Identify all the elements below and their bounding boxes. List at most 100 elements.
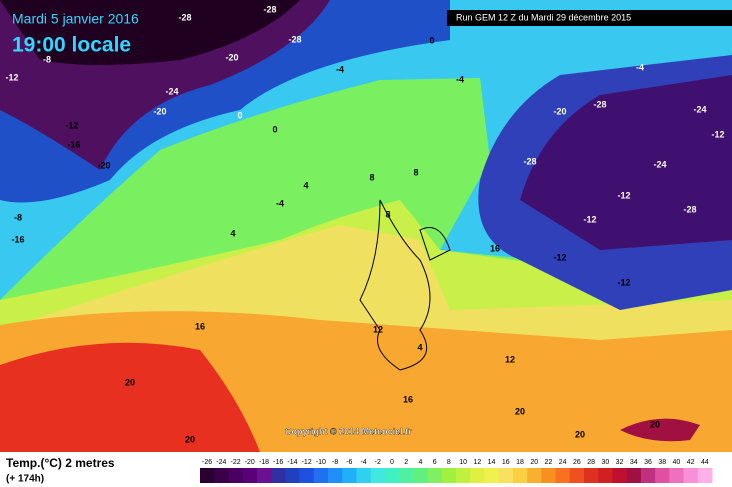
contour-label: -12 [711, 129, 724, 139]
legend-label: -24 [216, 459, 226, 466]
legend: -26 -24 -22 -20 -18 -16 -14 -12 -10 -8 -6 -4 -2 0 2 4 6 8… [200, 459, 713, 483]
contour-label: -16 [11, 234, 24, 244]
legend-swatch [299, 468, 315, 483]
contour-labels: -28 -28 -28 -20 -24 -20 -20 -8 -12 -12 -16 -8 -16 0 0 0… [5, 4, 724, 444]
contour-label: -12 [553, 252, 566, 262]
contour-label: -20 [153, 106, 166, 116]
legend-label: 44 [701, 459, 709, 466]
legend-label: 38 [658, 459, 666, 466]
legend-swatch [413, 468, 429, 483]
legend-swatch [441, 468, 457, 483]
date: Mardi 5 janvier 2016 [12, 11, 139, 27]
contour-label: -8 [14, 212, 22, 222]
contour-label: 0 [237, 110, 242, 120]
contour-label: -28 [263, 4, 276, 14]
legend-label: 10 [459, 459, 467, 466]
legend-swatch [569, 468, 585, 483]
contour-label: -4 [276, 198, 284, 208]
legend-label: 36 [644, 459, 652, 466]
legend-label: -10 [316, 459, 326, 466]
legend-swatch [512, 468, 528, 483]
legend-label: 26 [573, 459, 581, 466]
legend-label: 8 [447, 459, 451, 466]
contour-label: -24 [165, 86, 178, 96]
legend-label: 32 [616, 459, 624, 466]
legend-label: 40 [673, 459, 681, 466]
contour-label: -12 [617, 277, 630, 287]
zone-dark-west [0, 0, 300, 65]
legend-swatch [328, 468, 343, 483]
legend-swatch [541, 468, 557, 483]
legend-subtitle: (+ 174h) [6, 474, 44, 485]
contour-label: 20 [575, 429, 585, 439]
zone-red [0, 342, 260, 452]
legend-label: 30 [601, 459, 609, 466]
run-info: Run GEM 12 Z du Mardi 29 décembre 2015 [456, 12, 631, 22]
zone-hot [620, 418, 700, 442]
legend-label: 12 [473, 459, 481, 466]
legend-swatch [626, 468, 642, 483]
legend-label: 28 [587, 459, 595, 466]
legend-label: 2 [404, 459, 408, 466]
legend-swatch [256, 468, 272, 483]
legend-label: -22 [230, 459, 240, 466]
legend-swatch [214, 468, 229, 483]
legend-swatch [598, 468, 613, 483]
contour-label: 12 [505, 354, 515, 364]
run-box [447, 10, 732, 26]
map-background [0, 0, 732, 452]
contour-label: -4 [336, 64, 344, 74]
legend-swatch [484, 468, 500, 483]
legend-label: -2 [375, 459, 381, 466]
legend-swatch [498, 468, 514, 483]
contour-label: 16 [403, 394, 413, 404]
legend-label: -12 [302, 459, 312, 466]
legend-title: Temp.(°C) 2 metres [6, 456, 115, 470]
legend-label: 42 [687, 459, 695, 466]
legend-label: -14 [287, 459, 297, 466]
contour-label: 8 [413, 167, 418, 177]
legend-label: 34 [630, 459, 638, 466]
legend-swatch [669, 468, 685, 483]
legend-label: -8 [332, 459, 338, 466]
contour-label: 4 [303, 180, 308, 190]
contour-label: 8 [369, 172, 374, 182]
contour-label: -24 [653, 159, 666, 169]
legend-label: 22 [545, 459, 553, 466]
legend-swatch [697, 468, 713, 483]
legend-label: 14 [488, 459, 496, 466]
legend-label: -26 [202, 459, 212, 466]
legend-label: 6 [433, 459, 437, 466]
contour-label: 20 [125, 377, 135, 387]
contour-label: -28 [288, 34, 301, 44]
contour-label: 20 [650, 419, 660, 429]
contour-label: -24 [693, 104, 706, 114]
legend-label: 20 [530, 459, 538, 466]
legend-swatch [200, 468, 215, 483]
legend-swatch [342, 468, 357, 483]
contour-label: -28 [178, 12, 191, 22]
legend-swatch [655, 468, 670, 483]
contour-label: -4 [456, 74, 464, 84]
legend-label: -4 [360, 459, 366, 466]
contour-label: -28 [683, 204, 696, 214]
contour-label: -20 [225, 52, 238, 62]
contour-label: 20 [185, 434, 195, 444]
contour-label: -16 [67, 139, 80, 149]
contour-label: -12 [65, 120, 78, 130]
legend-swatch [527, 468, 542, 483]
copyright: Copyright © 2014 Meteociel.fr [285, 426, 412, 436]
contour-label: 12 [373, 324, 383, 334]
legend-label: -16 [273, 459, 283, 466]
legend-swatch [228, 468, 244, 483]
legend-label: 4 [418, 459, 422, 466]
contour-label: 0 [272, 124, 277, 134]
legend-swatch [640, 468, 656, 483]
legend-swatch [555, 468, 571, 483]
time: 19:00 locale [12, 34, 131, 57]
legend-swatch [456, 468, 471, 483]
legend-swatch [370, 468, 386, 483]
contour-label: -12 [583, 214, 596, 224]
